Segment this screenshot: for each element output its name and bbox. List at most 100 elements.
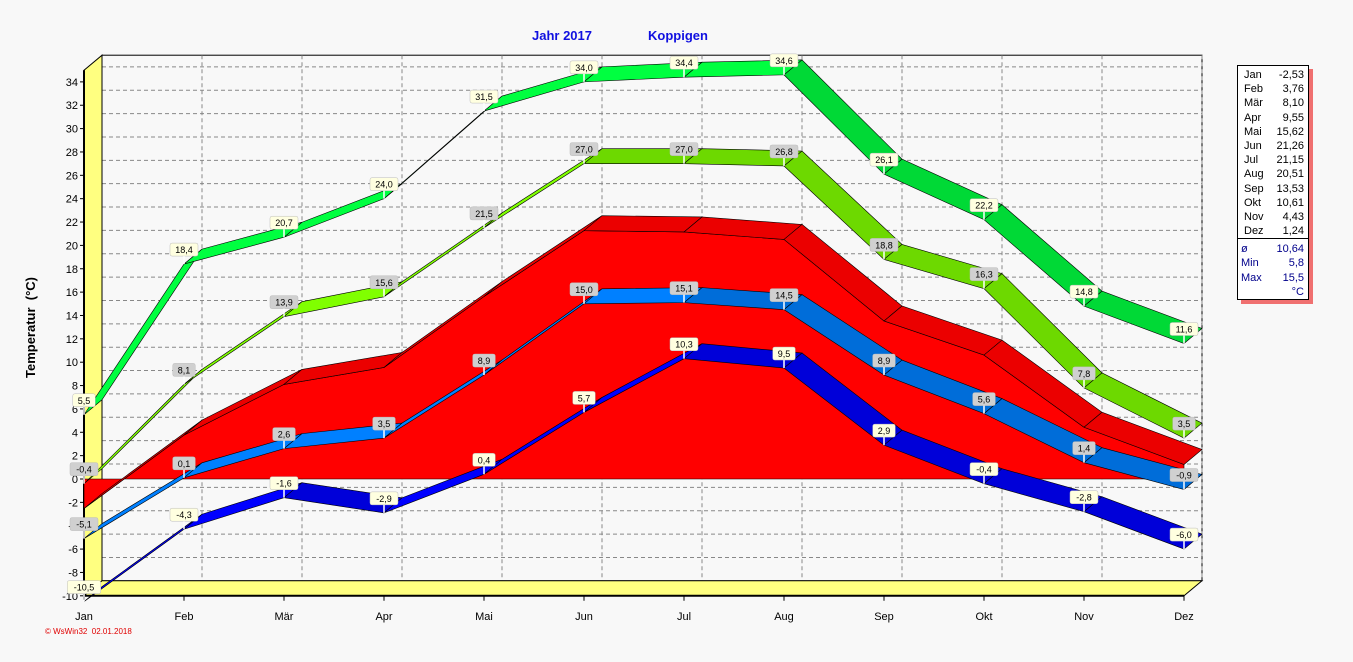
max-label: Max	[1241, 271, 1262, 284]
y-tick-label: 22	[66, 217, 78, 229]
data-label-text: 13,9	[275, 298, 293, 308]
data-label: 15,0	[569, 282, 599, 304]
data-label: 0,4	[472, 453, 496, 475]
data-label-text: 5,6	[978, 395, 991, 405]
data-label: 34,0	[569, 60, 599, 82]
legend-month: Nov	[1244, 210, 1264, 223]
legend-month: Dez	[1244, 225, 1264, 238]
data-label: 24,0	[369, 177, 399, 199]
data-label-text: 2,6	[278, 430, 291, 440]
data-label: 21,5	[469, 206, 499, 228]
x-tick-label-jan: Jan	[75, 611, 93, 623]
data-label-text: 18,4	[175, 245, 193, 255]
max-value: 15,5	[1282, 271, 1304, 284]
data-label-text: 18,8	[875, 240, 893, 250]
data-label-text: 22,2	[975, 201, 993, 211]
x-tick-label-dez: Dez	[1174, 611, 1194, 623]
data-label: 10,3	[669, 337, 699, 359]
legend-min: Min 5,8	[1238, 256, 1308, 270]
x-tick-label-mär: Mär	[275, 611, 294, 623]
y-tick-label: 18	[66, 264, 78, 276]
legend-month: Okt	[1244, 196, 1262, 209]
data-label: -6,0	[1169, 527, 1199, 550]
data-label-text: -4,3	[176, 510, 192, 520]
data-label: 8,1	[172, 363, 196, 385]
data-label-text: 8,9	[478, 356, 491, 366]
legend-month: Jul	[1244, 154, 1259, 167]
x-tick-label-mai: Mai	[475, 611, 493, 623]
data-label-text: 16,3	[975, 270, 993, 280]
legend-row-aug: Aug 20,51	[1238, 167, 1308, 181]
chart-title-station: Koppigen	[648, 28, 708, 43]
legend-row-jun: Jun 21,26	[1238, 139, 1308, 153]
data-label-text: -2,8	[1076, 493, 1092, 503]
legend-month: Apr	[1244, 111, 1262, 124]
floor	[82, 580, 1204, 597]
avg-label: ø	[1241, 243, 1248, 256]
data-label-text: 27,0	[675, 145, 693, 155]
legend-month: Mai	[1244, 125, 1262, 138]
data-label-text: 20,7	[275, 218, 293, 228]
data-label: -4,3	[169, 507, 199, 530]
data-label-text: 26,1	[875, 155, 893, 165]
data-label-text: -1,6	[276, 479, 292, 489]
data-label: 3,5	[1172, 416, 1196, 439]
data-label-text: -6,0	[1176, 530, 1192, 540]
y-tick-label: 4	[72, 427, 78, 439]
legend-value: 4,43	[1282, 210, 1304, 223]
data-label: 20,7	[269, 215, 299, 238]
y-tick-label: 8	[72, 381, 78, 393]
data-label-text: 31,5	[475, 92, 493, 102]
min-value: 5,8	[1288, 257, 1304, 270]
legend-value: 20,51	[1276, 168, 1304, 181]
legend-row-dez: Dez 1,24	[1238, 224, 1308, 238]
data-label-text: -2,9	[376, 494, 392, 504]
data-label-text: 34,0	[575, 63, 593, 73]
monthly-mean-legend: Jan -2,53 Feb 3,76 Mär 8,10 Apr 9,55 Mai 15,62 Jun…	[1237, 65, 1309, 300]
data-label: 2,6	[272, 427, 296, 449]
data-label-text: 34,4	[675, 58, 693, 68]
legend-row-okt: Okt 10,61	[1238, 196, 1308, 210]
footer-credit: © WsWin32 02.01.2018	[45, 627, 132, 636]
y-tick-label: 0	[72, 474, 78, 486]
data-label: 26,1	[869, 152, 899, 175]
left-wall	[83, 54, 103, 597]
data-label: 13,9	[269, 295, 299, 317]
legend-max: Max 15,5	[1238, 271, 1308, 285]
data-label: 8,9	[472, 353, 496, 376]
data-label: 15,1	[669, 281, 699, 303]
x-tick-label-sep: Sep	[874, 611, 894, 623]
y-tick-label: 32	[66, 100, 78, 112]
data-label: 5,6	[972, 392, 996, 414]
y-tick-label: 16	[66, 287, 78, 299]
legend-value: 9,55	[1282, 111, 1304, 124]
data-label-text: 5,7	[578, 393, 591, 403]
data-label: 3,5	[372, 416, 396, 439]
data-label: 15,6	[369, 275, 399, 297]
data-label: -10,5	[67, 580, 101, 602]
y-tick-label: -6	[68, 544, 78, 556]
x-tick-label-jul: Jul	[677, 611, 691, 623]
data-label: 8,9	[872, 353, 896, 376]
y-tick-label: 26	[66, 170, 78, 182]
y-tick-label: -8	[68, 567, 78, 579]
data-label: 9,5	[772, 346, 796, 369]
legend-month: Aug	[1244, 168, 1264, 181]
x-tick-label-apr: Apr	[375, 611, 392, 623]
data-label: 31,5	[469, 89, 499, 112]
data-label-text: 27,0	[575, 145, 593, 155]
data-label: -5,1	[69, 517, 99, 539]
legend-row-apr: Apr 9,55	[1238, 111, 1308, 125]
data-label-text: 10,3	[675, 340, 693, 350]
y-tick-label: -2	[68, 497, 78, 509]
data-label: 26,8	[769, 144, 799, 166]
legend-month: Feb	[1244, 83, 1263, 96]
x-tick-label-nov: Nov	[1074, 611, 1094, 623]
data-label-text: 15,1	[675, 284, 693, 294]
data-label: 5,7	[572, 391, 596, 413]
data-label-text: 0,4	[478, 455, 491, 465]
data-label: 34,6	[769, 53, 799, 75]
data-label: 14,8	[1069, 284, 1099, 307]
legend-row-mai: Mai 15,62	[1238, 125, 1308, 139]
